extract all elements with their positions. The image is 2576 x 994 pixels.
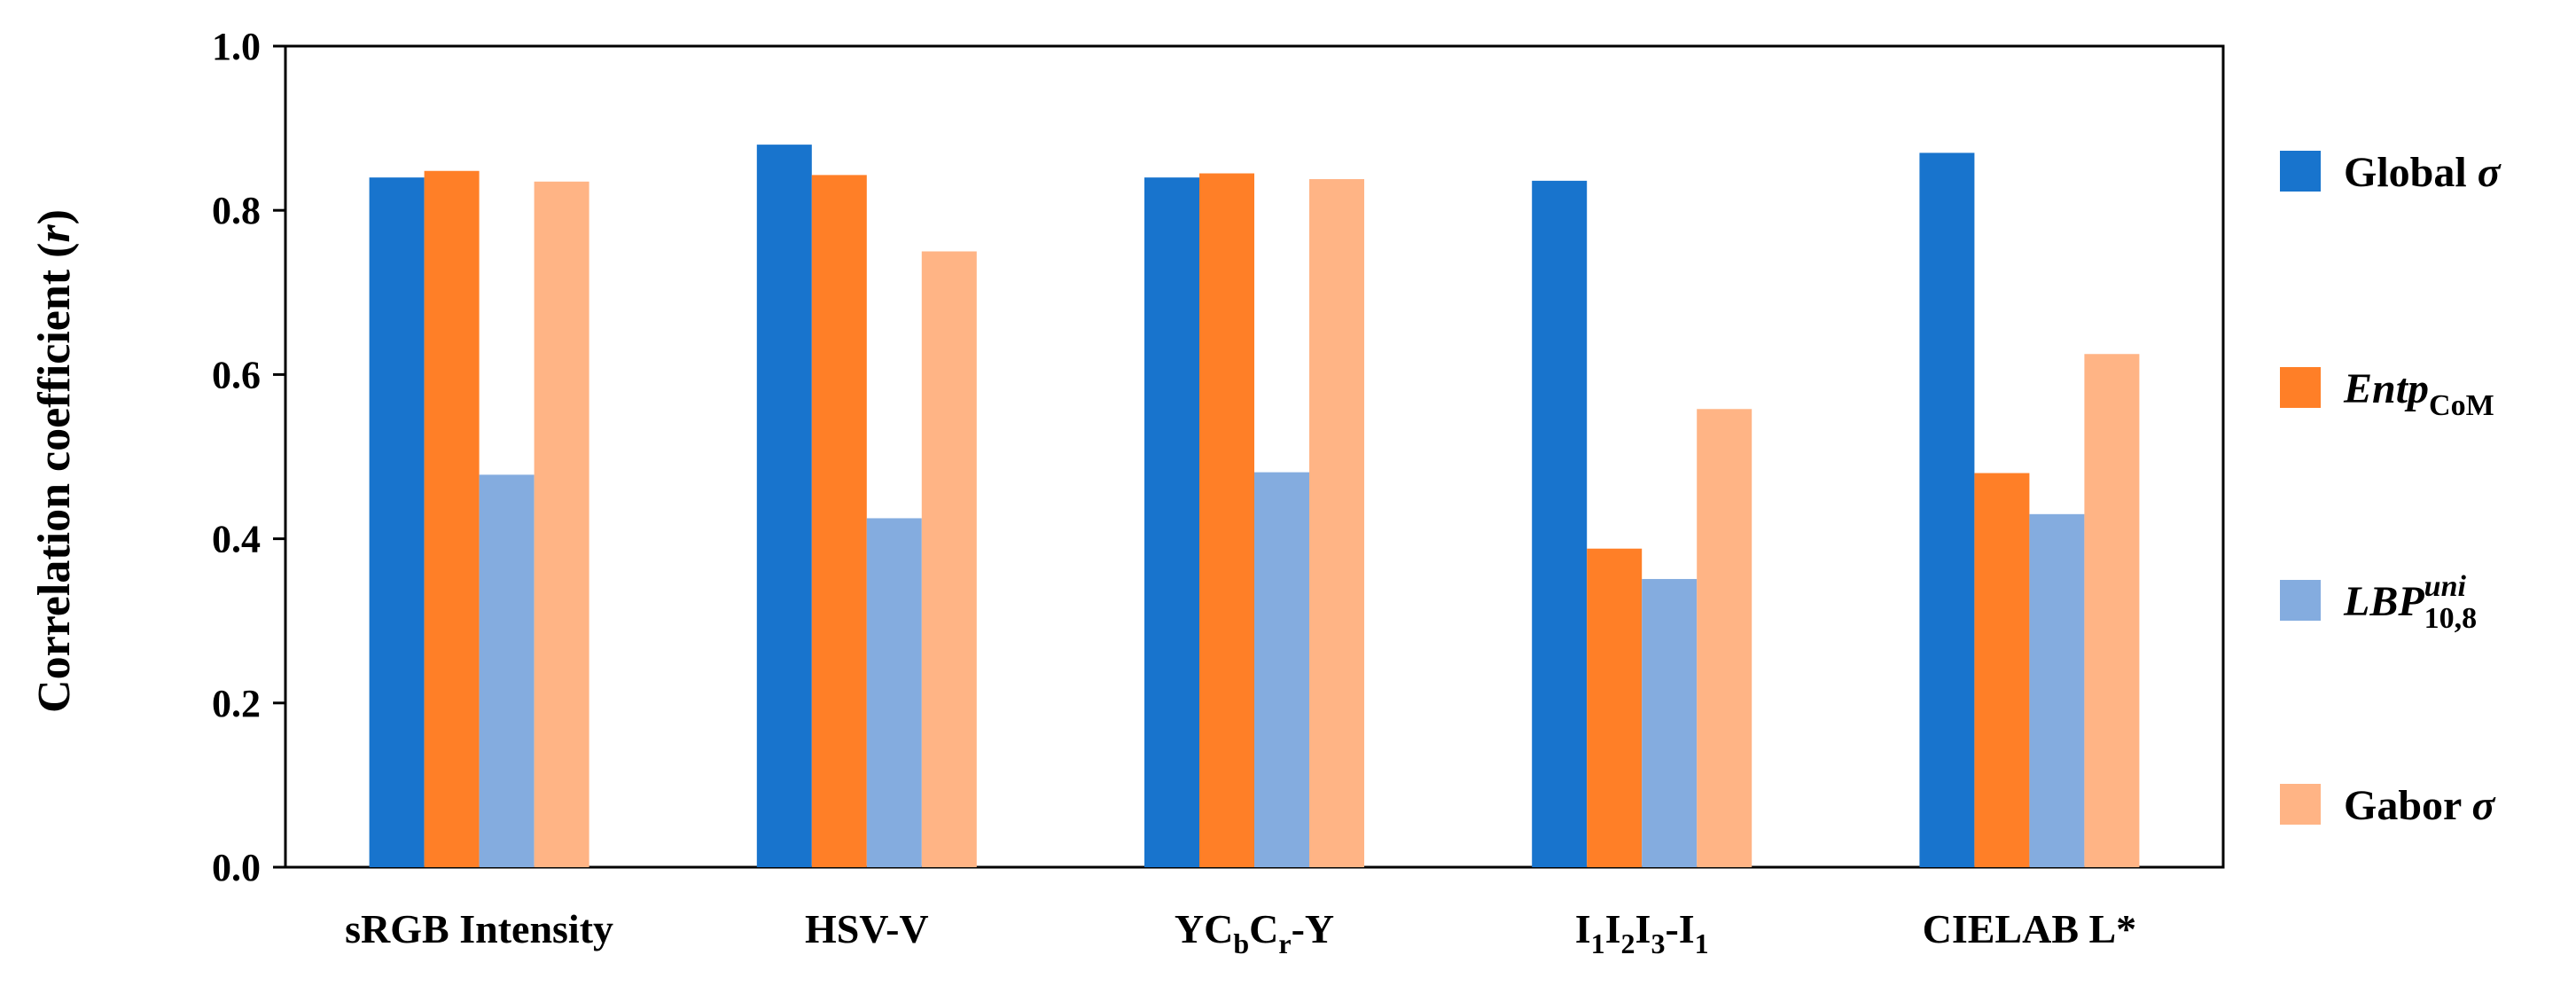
bar-series-2-cat-4 bbox=[1587, 548, 1643, 867]
legend-swatch-4 bbox=[2280, 784, 2321, 825]
x-category-label: CIELAB L* bbox=[1923, 906, 2137, 951]
bar-series-4-cat-3 bbox=[1309, 179, 1364, 868]
chart-bars bbox=[369, 145, 2140, 868]
x-category-label: YCbCr-Y bbox=[1175, 906, 1334, 959]
legend-label-4: Gabor σ bbox=[2344, 782, 2495, 829]
x-category-label: sRGB Intensity bbox=[345, 906, 613, 951]
x-category-label: I1I2I3-I1 bbox=[1575, 906, 1709, 959]
bar-series-4-cat-2 bbox=[921, 251, 977, 867]
bar-series-2-cat-3 bbox=[1199, 173, 1254, 867]
legend-swatch-2 bbox=[2280, 367, 2321, 408]
y-tick-label: 1.0 bbox=[212, 25, 261, 68]
x-category-label: HSV-V bbox=[805, 906, 929, 951]
bar-series-1-cat-3 bbox=[1144, 177, 1199, 867]
bar-series-2-cat-2 bbox=[811, 175, 867, 867]
bar-series-2-cat-5 bbox=[1974, 473, 2030, 867]
bar-series-3-cat-4 bbox=[1642, 578, 1698, 867]
y-tick-label: 0.2 bbox=[212, 682, 261, 725]
y-tick-label: 0.8 bbox=[212, 189, 261, 232]
legend-swatch-1 bbox=[2280, 151, 2321, 192]
bar-series-1-cat-2 bbox=[756, 145, 812, 867]
legend-label-3: LBPuni 10,8 bbox=[2343, 570, 2477, 635]
legend-label-1: Global σ bbox=[2344, 149, 2502, 196]
bar-series-2-cat-1 bbox=[424, 170, 480, 867]
y-tick-label: 0.0 bbox=[212, 846, 261, 889]
legend: Global σ EntpCoM LBPuni 10,8 Gabor σ bbox=[2280, 149, 2502, 829]
x-category-labels: sRGB Intensity HSV-V YCbCr-Y I1I2I3-I1 CIELA… bbox=[345, 906, 2136, 959]
y-axis-label: Correlation coefficient (r) bbox=[29, 209, 80, 713]
bar-series-4-cat-1 bbox=[534, 181, 589, 868]
bar-series-3-cat-1 bbox=[479, 474, 535, 867]
bar-series-1-cat-1 bbox=[369, 177, 425, 867]
legend-label-2: EntpCoM bbox=[2343, 365, 2494, 422]
bar-series-1-cat-4 bbox=[1532, 180, 1588, 867]
bar-series-3-cat-2 bbox=[866, 518, 922, 867]
bar-series-3-cat-5 bbox=[2029, 513, 2085, 867]
bar-series-3-cat-3 bbox=[1254, 472, 1309, 867]
bar-series-4-cat-4 bbox=[1697, 409, 1752, 867]
bar-series-4-cat-5 bbox=[2084, 354, 2140, 867]
y-tick-label: 0.6 bbox=[212, 353, 261, 396]
y-tick-labels: 0.0 0.2 0.4 0.6 0.8 1.0 bbox=[212, 25, 261, 889]
y-tick-label: 0.4 bbox=[212, 518, 261, 561]
bar-series-1-cat-5 bbox=[1919, 153, 1975, 867]
legend-swatch-3 bbox=[2280, 580, 2321, 621]
